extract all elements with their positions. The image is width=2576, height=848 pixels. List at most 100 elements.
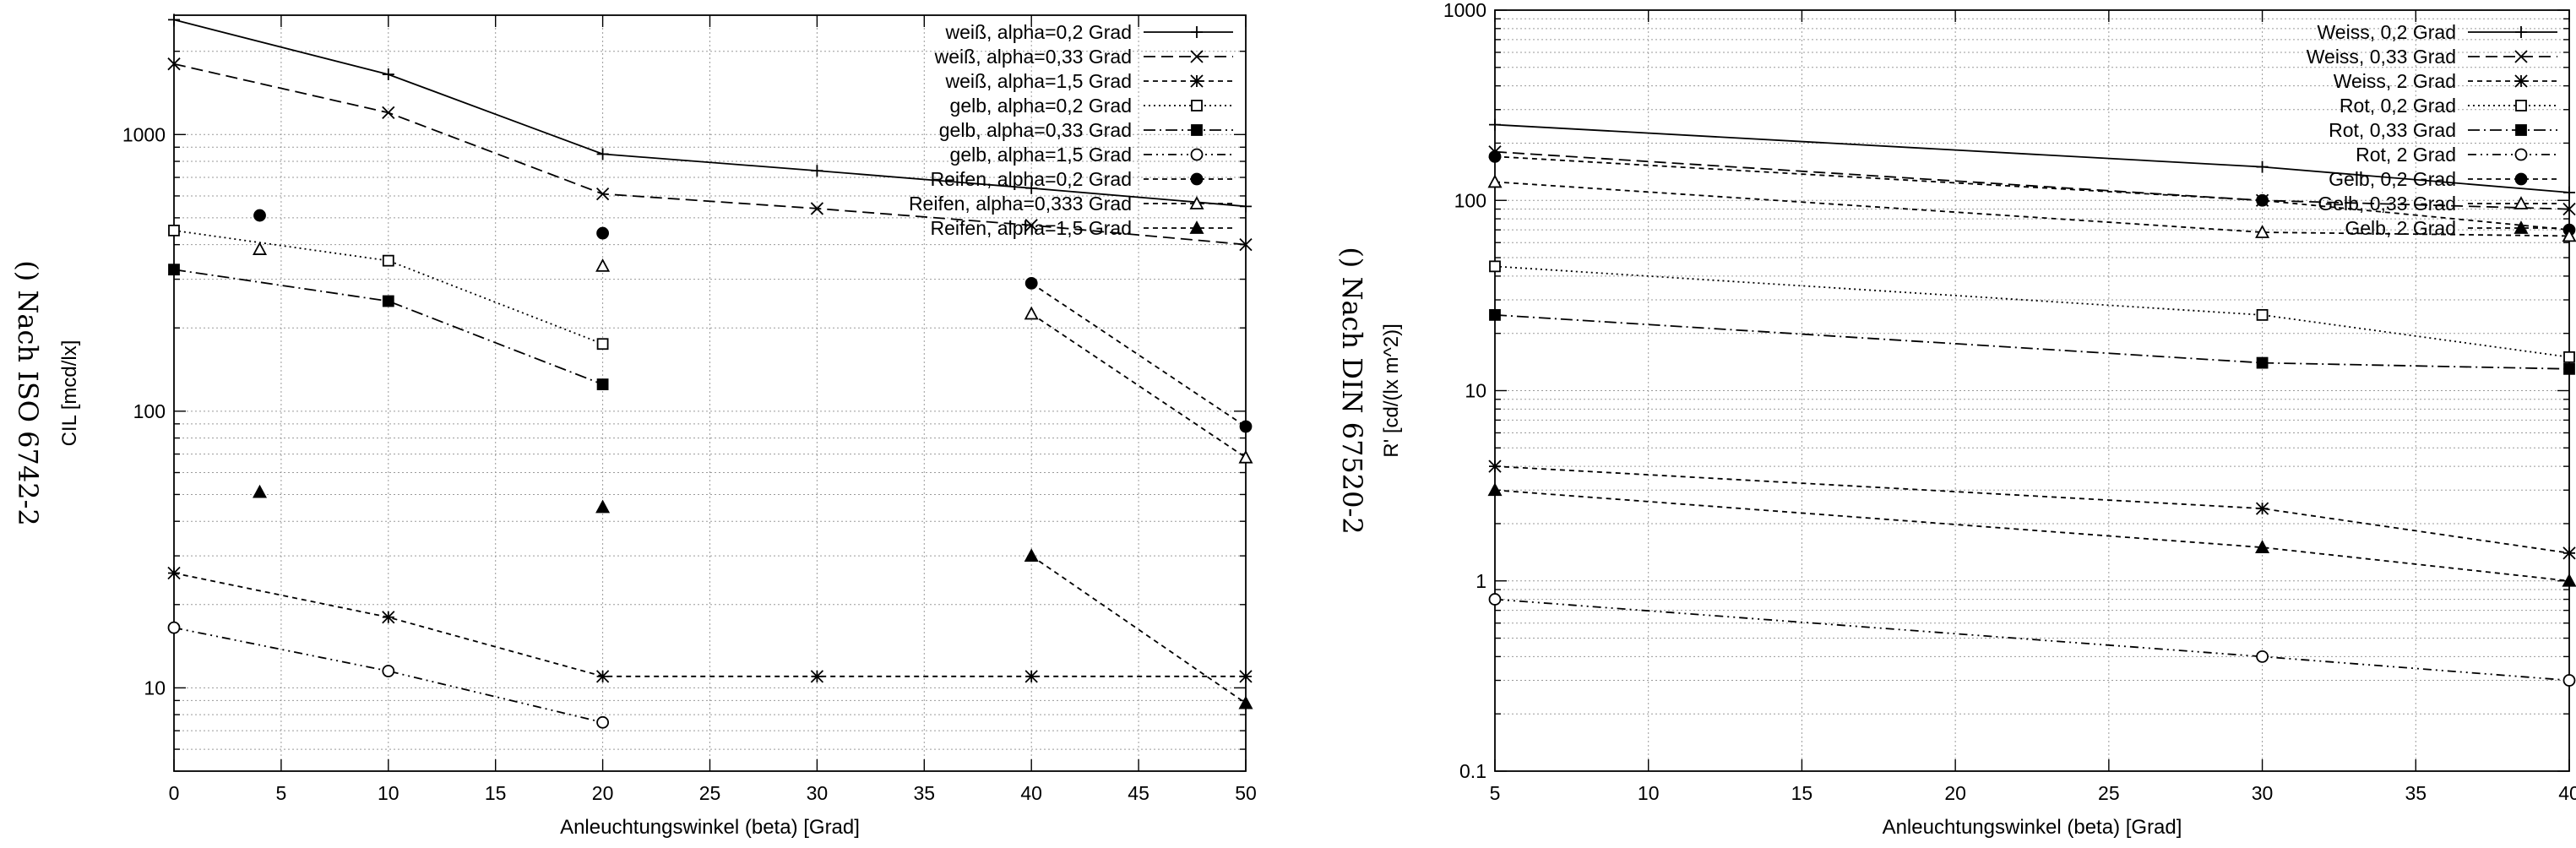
series-line (173, 230, 603, 345)
data-point (1024, 548, 1039, 563)
y-tick-label: 0.1 (1459, 760, 1486, 782)
x-tick-label: 35 (2405, 782, 2427, 804)
series-line (1494, 598, 2570, 682)
data-point (595, 187, 610, 201)
data-point (167, 621, 181, 634)
data-point (1024, 276, 1038, 290)
legend-marker (1191, 124, 1203, 136)
legend-label: weiß, alpha=0,2 Grad (944, 21, 1132, 43)
data-point (2563, 351, 2575, 363)
legend-marker (2515, 124, 2527, 136)
data-point (1238, 449, 1253, 464)
series (253, 484, 1253, 709)
series (1489, 308, 2575, 375)
legend-label: Reifen, alpha=1,5 Grad (931, 217, 1132, 239)
data-point (2256, 160, 2269, 173)
series (1489, 260, 2575, 363)
data-point (253, 242, 268, 255)
data-point (2563, 362, 2575, 375)
series-line (173, 19, 1247, 208)
figure-caption: () Nach DIN 67520-2 (1336, 247, 1368, 534)
data-point (382, 106, 395, 119)
data-point (382, 68, 394, 81)
series-group (167, 14, 1253, 729)
legend-marker (1190, 74, 1204, 88)
legend-label: Weiss, 0,33 Grad (2307, 46, 2456, 68)
legend-marker (2514, 220, 2529, 234)
legend-marker (1189, 196, 1204, 209)
x-tick-label: 50 (1235, 782, 1257, 804)
y-tick-label: 10 (1465, 380, 1486, 402)
data-point (2563, 186, 2575, 198)
legend-marker (1190, 172, 1204, 186)
data-point (1487, 174, 1503, 188)
data-point (1488, 593, 1502, 606)
legend: weiß, alpha=0,2 Grad weiß, alpha=0,33 Gra… (909, 21, 1233, 239)
data-point (596, 338, 609, 351)
legend-marker (1189, 220, 1204, 234)
y-tick-label: 1000 (122, 123, 166, 145)
series-line (1030, 555, 1247, 704)
legend-marker (2514, 172, 2528, 186)
legend-label: Reifen, alpha=0,333 Grad (909, 193, 1132, 215)
data-point (382, 665, 395, 677)
data-point (2562, 546, 2576, 560)
legend-marker (2514, 148, 2528, 161)
data-point (1239, 420, 1253, 433)
legend-label: Weiss, 0,2 Grad (2318, 21, 2456, 43)
data-point (1024, 306, 1039, 320)
legend-marker (1191, 26, 1203, 38)
data-point (595, 670, 610, 683)
x-tick-label: 5 (1490, 782, 1501, 804)
y-tick-label: 10 (144, 677, 166, 699)
data-point (1487, 482, 1503, 497)
series-line (173, 269, 603, 385)
series-line (1030, 313, 1247, 459)
data-point (168, 14, 180, 26)
data-point (382, 295, 394, 307)
x-tick-label: 30 (2252, 782, 2274, 804)
figure-caption: () Nach ISO 6742-2 (12, 260, 44, 526)
legend-label: weiß, alpha=0,33 Grad (934, 46, 1132, 68)
data-point (595, 499, 611, 514)
legend-marker (2514, 50, 2528, 63)
data-point (1239, 670, 1253, 683)
legend-label: gelb, alpha=0,33 Grad (939, 119, 1132, 141)
legend-label: weiß, alpha=1,5 Grad (944, 70, 1132, 92)
x-tick-label: 15 (485, 782, 507, 804)
legend-label: Weiss, 2 Grad (2334, 70, 2456, 92)
y-axis-label: R' [cd/(lx m^2)] (1380, 323, 1403, 458)
x-tick-label: 30 (807, 782, 829, 804)
x-tick-label: 40 (1020, 782, 1042, 804)
data-point (1238, 695, 1253, 709)
x-axis-label: Anleuchtungswinkel (beta) [Grad] (560, 816, 860, 839)
data-point (596, 715, 609, 729)
x-axis-label: Anleuchtungswinkel (beta) [Grad] (1883, 816, 2182, 839)
data-point (2256, 356, 2269, 369)
data-point (2256, 193, 2269, 207)
y-axis-label: CIL [mcd/lx] (58, 340, 81, 447)
legend-marker (2515, 26, 2527, 38)
x-tick-label: 10 (1638, 782, 1660, 804)
data-point (596, 226, 609, 240)
x-tick-label: 20 (592, 782, 614, 804)
series (253, 209, 1253, 433)
x-tick-label: 45 (1128, 782, 1149, 804)
series (253, 242, 1253, 464)
data-point (168, 224, 180, 236)
data-point (810, 670, 824, 683)
series (167, 566, 1253, 683)
legend-label: Rot, 0,33 Grad (2329, 119, 2456, 141)
data-point (1025, 182, 1038, 194)
chart-din-67520-2: 5 10 15 20 25 30 35 40 0.1 1 10 100 1000 Anleuchtungs… (1336, 0, 2576, 839)
series (1488, 459, 2576, 560)
data-point (1489, 308, 1501, 321)
grid (173, 15, 1247, 772)
series-line (1494, 265, 2570, 358)
y-tick-label: 1000 (1443, 0, 1486, 21)
x-tick-label: 40 (2558, 782, 2576, 804)
data-point (382, 254, 394, 267)
legend-label: gelb, alpha=0,2 Grad (950, 95, 1132, 117)
data-point (1488, 149, 1502, 163)
